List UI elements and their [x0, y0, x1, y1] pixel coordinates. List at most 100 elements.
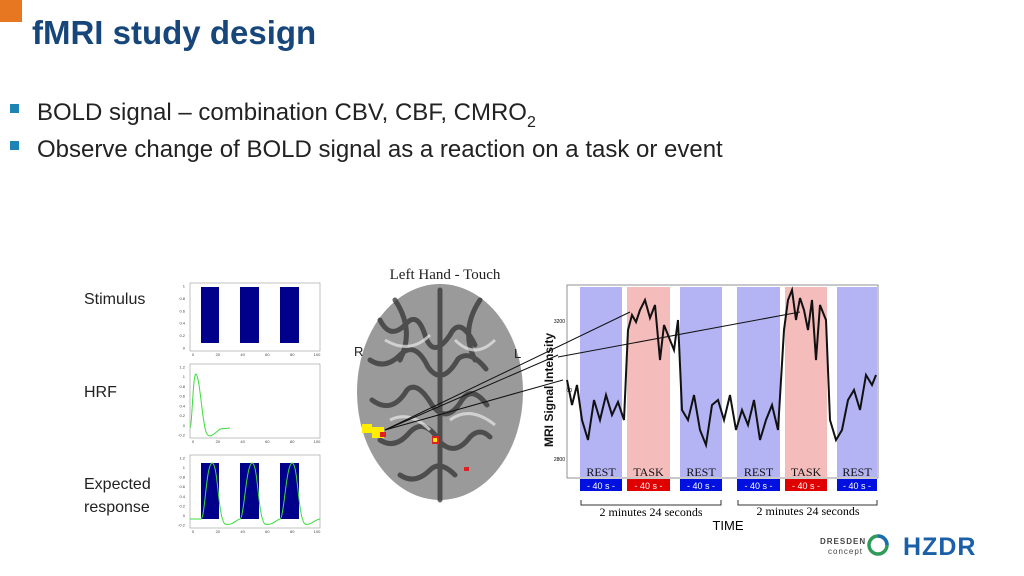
x-tick-label: 20	[216, 529, 221, 534]
activation	[372, 427, 384, 438]
side-label: R	[354, 344, 363, 359]
x-tick-label: 100	[314, 352, 321, 357]
side-label: L	[514, 346, 521, 361]
x-tick-label: 40	[240, 529, 245, 534]
subscript: 2	[527, 114, 536, 131]
y-tick-label: 0.6	[179, 484, 185, 489]
y-tick-label: 0.4	[179, 494, 185, 499]
phase-label: REST	[586, 465, 616, 479]
y-tick-label: 1	[183, 284, 186, 289]
x-tick-label: 0	[192, 439, 195, 444]
y-tick-label: 0.2	[179, 413, 185, 418]
y-tick-label: 1	[183, 374, 186, 379]
accent	[0, 0, 22, 22]
x-tick-label: 60	[265, 529, 270, 534]
y-tick-label: 0	[183, 346, 186, 351]
panel-label: Stimulus	[84, 291, 145, 308]
panel-label: Expected	[84, 476, 151, 493]
y-tick-label: 0.8	[179, 384, 185, 389]
y-label: MRI Signal Intensity	[542, 333, 556, 447]
stimulus-block	[240, 287, 259, 343]
y-tick-label: 0.6	[179, 394, 185, 399]
x-tick-label: 80	[290, 529, 295, 534]
x-tick-label: 40	[240, 352, 245, 357]
y-tick-label: 0.4	[179, 403, 185, 408]
y-tick: 3200	[554, 319, 565, 325]
y-tick: 00	[566, 388, 572, 394]
sulci	[384, 333, 497, 432]
x-label: TIME	[712, 518, 743, 533]
duration-label: - 40 s -	[687, 481, 715, 491]
duration-label: - 40 s -	[843, 481, 871, 491]
activation	[380, 432, 386, 437]
y-tick-label: -0.2	[178, 523, 186, 528]
duration-label: - 40 s -	[792, 481, 820, 491]
stimulus-block	[201, 463, 219, 519]
arrow	[384, 379, 564, 431]
activation	[362, 424, 372, 433]
x-tick-label: 60	[265, 439, 270, 444]
rest-band	[580, 287, 622, 477]
arrow	[384, 354, 559, 431]
period-label: 2 minutes 24 seconds	[600, 505, 703, 519]
logo-ring	[877, 534, 889, 546]
y-tick-label: 0	[183, 423, 186, 428]
activation	[433, 438, 437, 442]
rest-band	[737, 287, 780, 477]
duration-bar	[627, 479, 670, 491]
period-label: 2 minutes 24 seconds	[757, 504, 860, 518]
y-tick-label: -0.2	[178, 433, 186, 438]
panel-label: response	[84, 499, 150, 516]
arrow	[557, 311, 801, 358]
response-curve	[190, 462, 321, 525]
bullet: Observe change of BOLD signal as a react…	[37, 136, 723, 163]
phase-label: REST	[744, 465, 774, 479]
stimulus-block	[201, 287, 219, 343]
phase-label: TASK	[633, 465, 664, 479]
logo-text: DRESDEN	[820, 537, 866, 546]
x-tick-label: 0	[192, 352, 195, 357]
x-tick-label: 80	[290, 439, 295, 444]
hrf-curve	[189, 373, 231, 437]
block-labels: REST - 40 s - TASK - 40 s - REST - 40 s - REST…	[580, 465, 877, 491]
signal-figure: MRI Signal Intensity 3200 00 2800 REST - …	[384, 284, 879, 533]
brace	[580, 500, 878, 506]
brain-title: Left Hand - Touch	[390, 267, 501, 283]
signal-line	[566, 286, 877, 449]
duration-label: - 40 s -	[744, 481, 772, 491]
brain-figure: Left Hand - Touch R L	[354, 267, 523, 503]
x-tick-label: 20	[216, 439, 221, 444]
duration-label: - 40 s -	[634, 481, 662, 491]
stimulus-block	[280, 287, 299, 343]
stimulus-block	[240, 463, 259, 519]
bullet-marker	[10, 141, 19, 150]
phase-label: TASK	[791, 465, 822, 479]
y-tick: 2800	[554, 457, 565, 463]
x-tick-label: 60	[265, 352, 270, 357]
duration-bar	[837, 479, 877, 491]
y-tick-label: 0.8	[179, 475, 185, 480]
x-tick-label: 100	[314, 439, 321, 444]
gyri	[367, 287, 493, 503]
logo-org: HZDR	[903, 533, 976, 561]
title: fMRI study design	[32, 14, 316, 51]
y-tick-label: 1	[183, 465, 186, 470]
arrow	[384, 311, 631, 431]
x-tick-label: 100	[314, 529, 321, 534]
y-tick-label: 0.6	[179, 308, 185, 313]
logo-text: concept	[828, 547, 863, 556]
phase-label: REST	[686, 465, 716, 479]
y-tick-label: 0.2	[179, 333, 185, 338]
phase-label: REST	[842, 465, 872, 479]
panel-label: HRF	[84, 384, 117, 401]
duration-bar	[737, 479, 780, 491]
rest-band	[680, 287, 722, 477]
duration-bar	[785, 479, 827, 491]
bullet-text: BOLD signal – combination CBV, CBF, CMRO	[37, 99, 527, 126]
y-tick-label: 1.2	[179, 365, 185, 370]
x-tick-label: 80	[290, 352, 295, 357]
y-tick-label: 0.8	[179, 296, 185, 301]
bullet: BOLD signal – combination CBV, CBF, CMRO…	[37, 99, 536, 131]
duration-bar	[580, 479, 622, 491]
y-tick-label: 0	[183, 513, 186, 518]
